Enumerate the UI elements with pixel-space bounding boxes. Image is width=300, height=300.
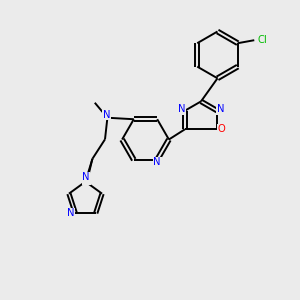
Text: N: N	[67, 208, 74, 218]
Text: N: N	[178, 104, 185, 114]
Text: N: N	[154, 157, 161, 167]
Text: Cl: Cl	[257, 35, 267, 45]
Text: N: N	[103, 110, 110, 120]
Text: N: N	[83, 174, 90, 184]
Text: N: N	[217, 104, 224, 114]
Text: N: N	[82, 172, 89, 182]
Text: O: O	[217, 124, 225, 134]
